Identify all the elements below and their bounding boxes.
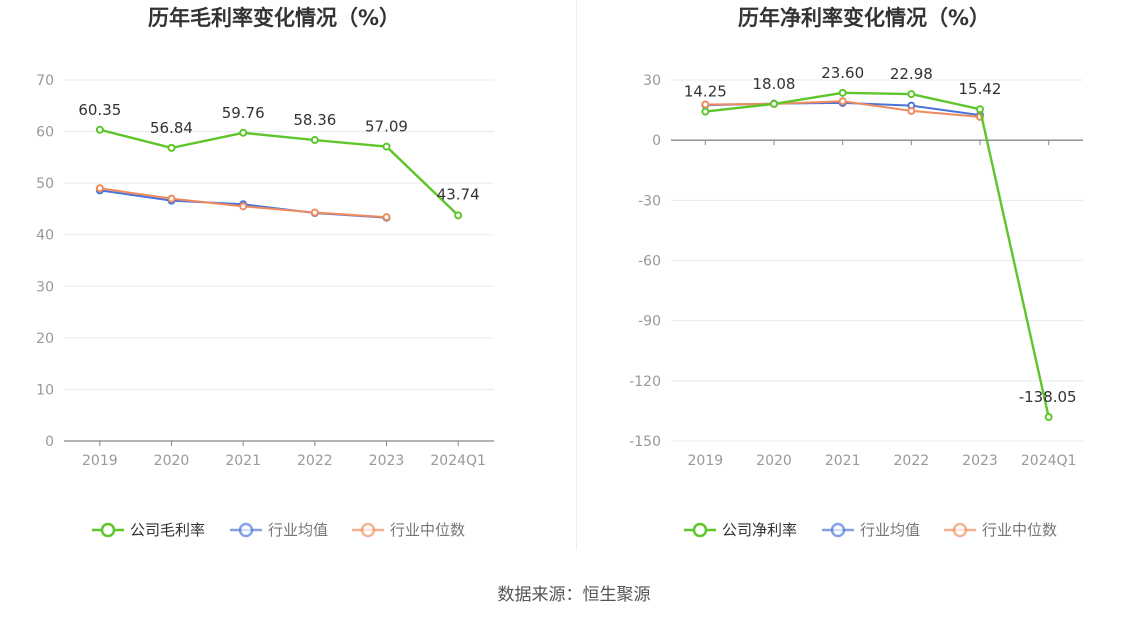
data-point-industry_median	[907, 106, 916, 115]
data-label: 14.25	[684, 83, 727, 101]
x-tick-label: 2023	[369, 453, 405, 469]
x-tick-label: 2021	[225, 453, 261, 469]
x-tick-label: 2024Q1	[430, 453, 486, 469]
legend-label-industry_median: 行业中位数	[390, 521, 465, 539]
x-tick-label: 2019	[688, 453, 724, 469]
x-tick-label: 2019	[82, 453, 118, 469]
data-label: 58.36	[293, 111, 336, 129]
data-point-company	[1044, 413, 1053, 422]
y-tick-label: 40	[36, 228, 54, 244]
x-tick-label: 2020	[756, 453, 792, 469]
x-tick-label: 2020	[154, 453, 190, 469]
y-tick-label: -120	[629, 374, 661, 390]
gross-margin-chart: 历年毛利率变化情况（%） 0 10 20 30 40 50 60 70 2019 2020 2021 2…	[36, 6, 494, 539]
y-tick-label: -150	[629, 434, 661, 450]
x-tick-label: 2022	[894, 453, 930, 469]
data-point-company	[838, 88, 847, 97]
legend-marker-industry_avg	[830, 522, 846, 538]
y-tick-label: 0	[652, 133, 661, 149]
legend-marker-company	[692, 522, 708, 538]
data-point-company	[310, 136, 319, 145]
data-label: 18.08	[753, 75, 796, 93]
net-margin-chart: 历年净利率变化情况（%） -150 -120 -90 -60 -30 0 30 2019 2020…	[629, 6, 1083, 539]
x-tick-label: 2022	[297, 453, 333, 469]
data-point-company	[907, 90, 916, 99]
data-label: 57.09	[365, 118, 408, 136]
data-point-company	[382, 142, 391, 151]
y-tick-label: -30	[638, 193, 661, 209]
data-label: 59.76	[222, 104, 265, 122]
y-tick-label: 20	[36, 331, 54, 347]
data-point-company	[976, 105, 984, 114]
data-label: 56.84	[150, 119, 193, 137]
legend-marker-industry_median	[952, 522, 968, 538]
source-label: 数据来源：恒生聚源	[497, 585, 651, 605]
y-tick-label: 70	[36, 73, 54, 89]
x-tick-label: 2024Q1	[1021, 453, 1077, 469]
data-point-company	[167, 143, 176, 152]
data-point-company	[770, 99, 778, 108]
data-label: 15.42	[959, 80, 1002, 98]
data-label: 23.60	[821, 64, 864, 82]
y-tick-label: 50	[36, 176, 54, 192]
legend-marker-industry_median	[360, 522, 376, 538]
data-point-industry_median	[701, 100, 710, 109]
legend-marker-industry_avg	[238, 522, 254, 538]
data-label: 60.35	[78, 101, 121, 119]
chart-title: 历年净利率变化情况（%）	[738, 6, 990, 30]
series-line-company	[705, 91, 1050, 418]
data-point-industry_median	[838, 97, 847, 106]
y-tick-label: 30	[643, 73, 661, 89]
legend-label-industry_median: 行业中位数	[982, 521, 1057, 539]
legend-label-company: 公司毛利率	[130, 521, 205, 539]
y-tick-label: -90	[638, 314, 661, 330]
y-tick-label: 60	[36, 125, 54, 141]
data-point-company	[701, 107, 710, 116]
data-point-industry_median	[382, 213, 391, 222]
data-point-company	[95, 125, 104, 134]
y-tick-label: 10	[36, 382, 54, 398]
legend-label-industry_avg: 行业均值	[860, 521, 920, 539]
data-label: -138.05	[1019, 388, 1077, 406]
x-tick-label: 2021	[825, 453, 861, 469]
data-point-industry_median	[239, 202, 248, 211]
data-point-company	[239, 128, 248, 137]
data-point-industry_median	[95, 184, 104, 193]
y-tick-label: 0	[45, 434, 54, 450]
legend-label-industry_avg: 行业均值	[268, 521, 328, 539]
data-point-industry_median	[310, 208, 319, 217]
data-label: 43.74	[437, 185, 480, 203]
series-line-company	[99, 128, 459, 217]
chart-divider	[576, 0, 577, 550]
data-label: 22.98	[890, 65, 933, 83]
data-point-company	[454, 211, 463, 220]
chart-title: 历年毛利率变化情况（%）	[148, 6, 400, 30]
legend-marker-company	[100, 522, 116, 538]
data-point-industry_median	[167, 194, 176, 203]
y-tick-label: -60	[638, 254, 661, 270]
y-tick-label: 30	[36, 279, 54, 295]
legend-label-company: 公司净利率	[722, 521, 797, 539]
x-tick-label: 2023	[962, 453, 998, 469]
